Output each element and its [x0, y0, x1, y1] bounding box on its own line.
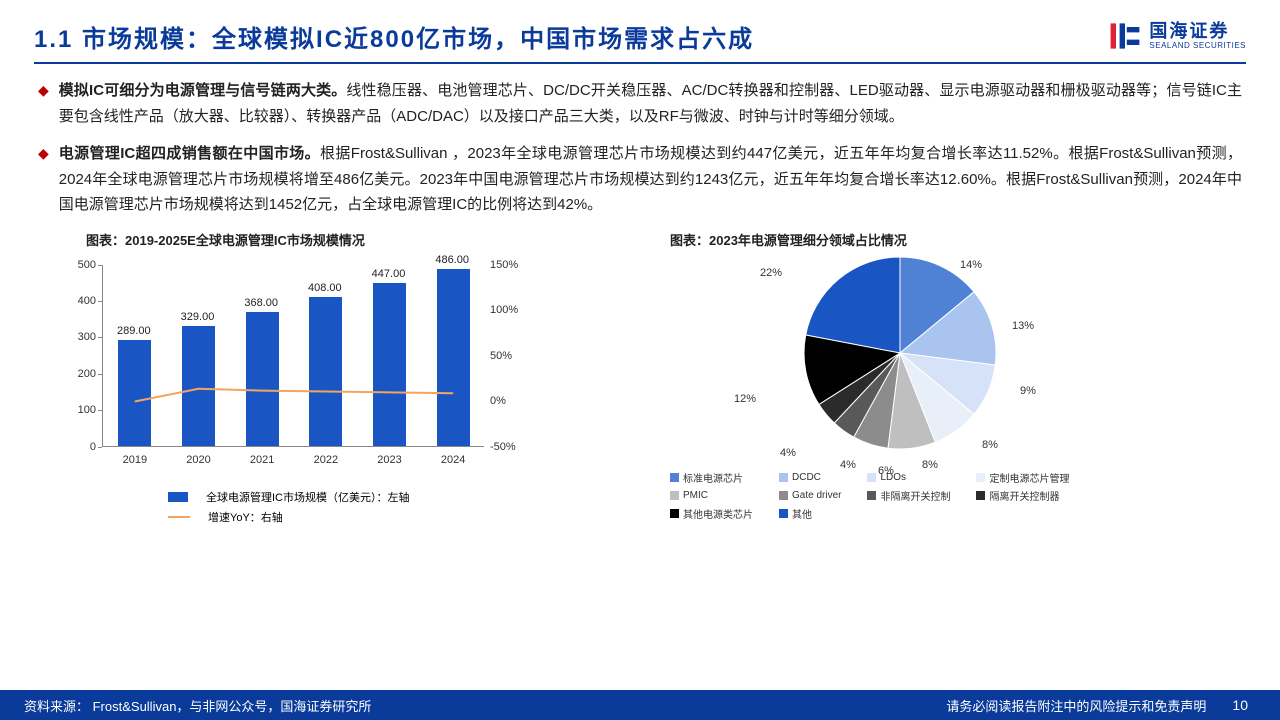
legend-line-swatch: [168, 516, 190, 518]
footer-source: 资料来源： Frost&Sullivan，与非网公众号，国海证券研究所: [24, 696, 946, 715]
y-axis-tick: 0: [58, 441, 102, 453]
page-title: 1.1 市场规模：全球模拟IC近800亿市场，中国市场需求占六成: [34, 19, 1107, 54]
pie-legend: 标准电源芯片 DCDC LDOs 定制电源芯片管理 PMIC Gate driver 非隔离…: [670, 470, 1069, 521]
y-axis-tick: 200: [58, 368, 102, 380]
y2-axis-tick: -50%: [484, 441, 538, 453]
bar-value-label: 368.00: [244, 297, 278, 309]
header: 1.1 市场规模：全球模拟IC近800亿市场，中国市场需求占六成 国海证券 SE…: [0, 0, 1280, 62]
bar-chart-title: 图表：2019-2025E全球电源管理IC市场规模情况: [86, 230, 620, 249]
bar-chart-box: 图表：2019-2025E全球电源管理IC市场规模情况 2019 2020 2021…: [38, 230, 620, 525]
pie-slice-label: 14%: [960, 259, 982, 271]
diamond-icon: ◆: [38, 145, 49, 218]
y-axis-tick: 500: [58, 259, 102, 271]
bullet-2-bold: 电源管理IC超四成销售额在中国市场。: [59, 145, 320, 162]
x-axis-label: 2019: [123, 454, 147, 466]
x-axis-label: 2021: [250, 454, 274, 466]
pie-legend-item: DCDC: [779, 470, 841, 485]
bar-chart: 2019 2020 2021 2022 2023 2024 0 100 200 300 400 50…: [58, 255, 538, 485]
diamond-icon: ◆: [38, 82, 49, 129]
pie-legend-item: 其他: [779, 506, 841, 521]
bullet-1-bold: 模拟IC可细分为电源管理与信号链两大类。: [59, 82, 347, 99]
pie-slice-label: 12%: [734, 393, 756, 405]
legend-line-label: 增速YoY：右轴: [208, 509, 283, 525]
pie-slice-label: 9%: [1020, 385, 1036, 397]
logo-text-cn: 国海证券: [1149, 22, 1246, 42]
header-divider: [34, 62, 1246, 64]
pie-svg: [790, 245, 1030, 465]
y2-axis-tick: 100%: [484, 304, 538, 316]
company-logo: 国海证券 SEALAND SECURITIES: [1107, 18, 1246, 54]
bar-value-label: 447.00: [372, 268, 406, 280]
pie-slice-label: 22%: [760, 267, 782, 279]
bar-value-label: 289.00: [117, 325, 151, 337]
pie-legend-item: PMIC: [670, 488, 753, 503]
logo-icon: [1107, 18, 1143, 54]
pie-slice-label: 13%: [1012, 320, 1034, 332]
bar-chart-legend-line: 增速YoY：右轴: [168, 509, 620, 525]
bar-value-label: 486.00: [435, 254, 469, 266]
x-axis-label: 2022: [314, 454, 338, 466]
content-block: ◆ 模拟IC可细分为电源管理与信号链两大类。线性稳压器、电池管理芯片、DC/DC…: [0, 78, 1280, 218]
pie-legend-item: Gate driver: [779, 488, 841, 503]
x-axis-label: 2020: [186, 454, 210, 466]
bar-chart-legend: 全球电源管理IC市场规模（亿美元）：左轴: [168, 489, 620, 505]
y2-axis-tick: 150%: [484, 259, 538, 271]
x-axis-label: 2023: [377, 454, 401, 466]
footer: 资料来源： Frost&Sullivan，与非网公众号，国海证券研究所 请务必阅…: [0, 690, 1280, 720]
pie-legend-item: 标准电源芯片: [670, 470, 753, 485]
pie-slice-label: 4%: [780, 447, 796, 459]
x-axis-label: 2024: [441, 454, 465, 466]
charts-row: 图表：2019-2025E全球电源管理IC市场规模情况 2019 2020 2021…: [0, 230, 1280, 525]
bullet-2: ◆ 电源管理IC超四成销售额在中国市场。根据Frost&Sullivan ，20…: [38, 141, 1242, 218]
pie-legend-item: 非隔离开关控制: [867, 488, 950, 503]
pie-legend-item: 定制电源芯片管理: [976, 470, 1069, 485]
bar-value-label: 408.00: [308, 282, 342, 294]
y2-axis-tick: 0%: [484, 395, 538, 407]
y-axis-tick: 300: [58, 331, 102, 343]
bullet-1: ◆ 模拟IC可细分为电源管理与信号链两大类。线性稳压器、电池管理芯片、DC/DC…: [38, 78, 1242, 129]
pie-chart-box: 图表：2023年电源管理细分领域占比情况 22%14%13%9%8%8%6%4%…: [660, 230, 1242, 525]
pie-legend-item: 其他电源类芯片: [670, 506, 753, 521]
y2-axis-tick: 50%: [484, 350, 538, 362]
growth-line: [103, 265, 484, 446]
y-axis-tick: 100: [58, 404, 102, 416]
y-axis-tick: 400: [58, 295, 102, 307]
legend-bar-label: 全球电源管理IC市场规模（亿美元）：左轴: [206, 489, 410, 505]
pie-legend-item: 隔离开关控制器: [976, 488, 1069, 503]
footer-disclaimer: 请务必阅读报告附注中的风险提示和免责声明: [946, 696, 1206, 715]
page-number: 10: [1224, 697, 1256, 713]
bar-value-label: 329.00: [181, 311, 215, 323]
pie-slice-label: 8%: [982, 439, 998, 451]
pie-legend-item: LDOs: [867, 470, 950, 485]
pie-chart: 22%14%13%9%8%8%6%4%4%12%标准电源芯片DCDCLDOs定制…: [660, 255, 1180, 515]
legend-bar-swatch: [168, 492, 188, 502]
logo-text-en: SEALAND SECURITIES: [1149, 42, 1246, 51]
